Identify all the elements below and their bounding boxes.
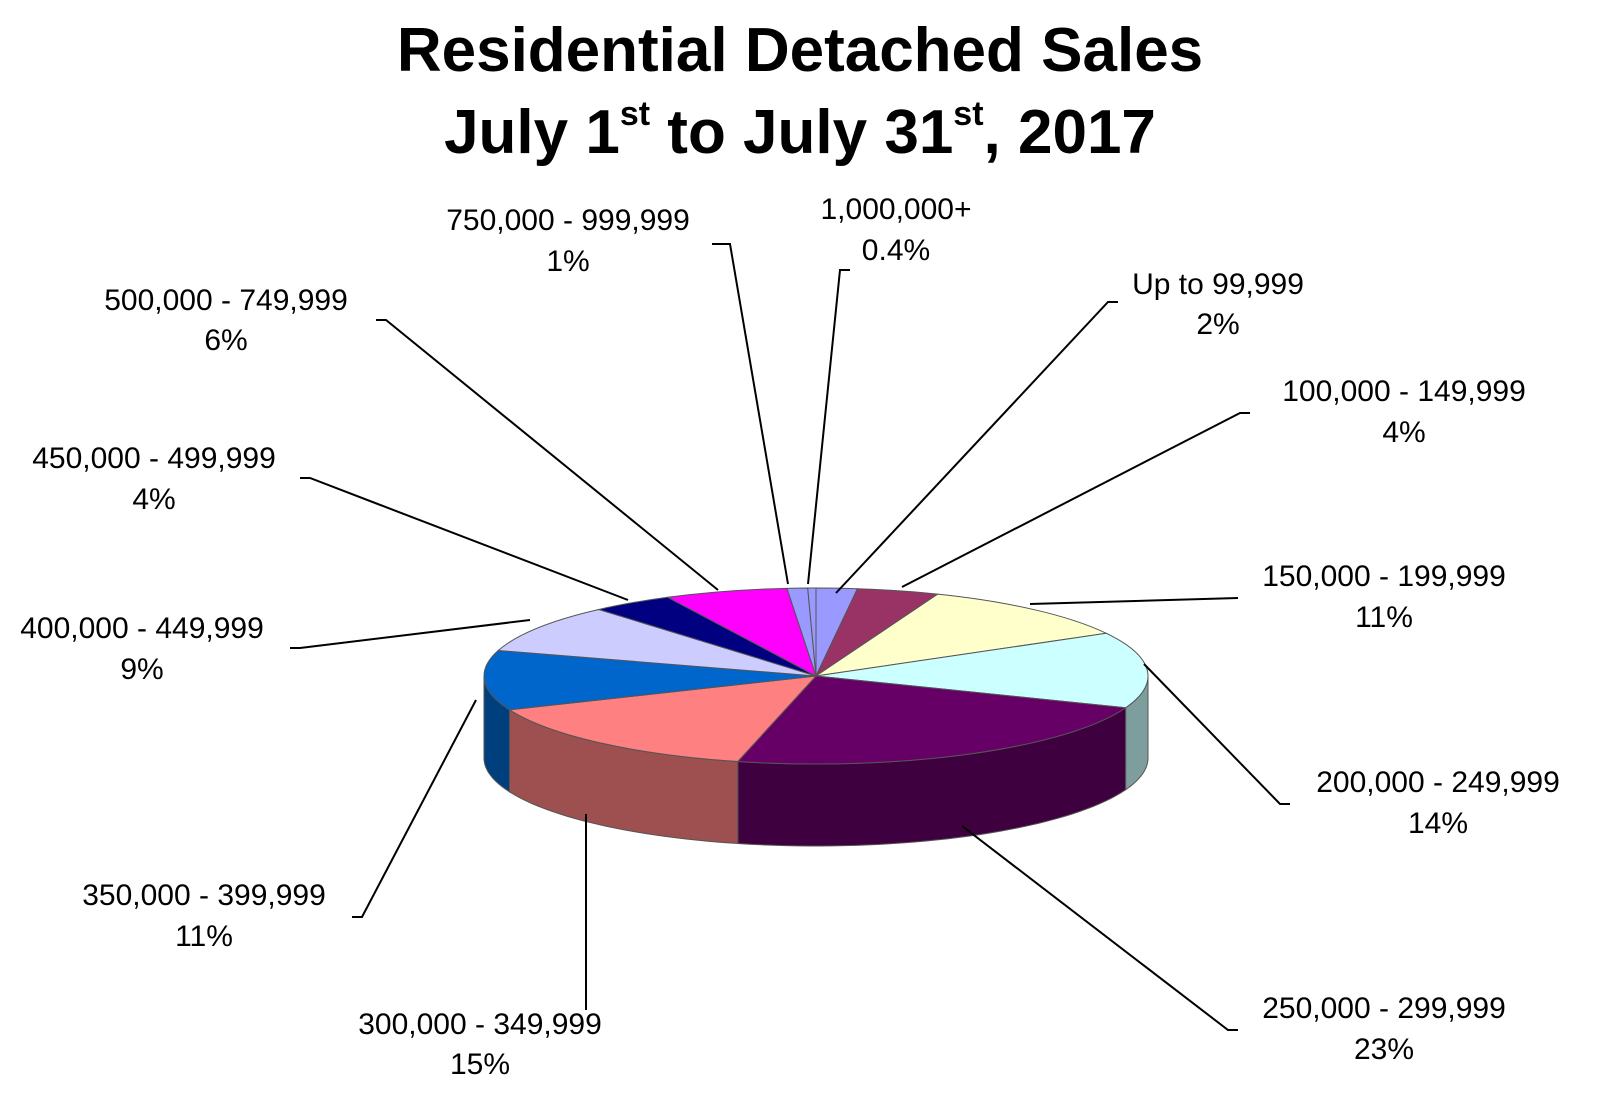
leader-line-5 (961, 825, 1238, 1031)
slice-value-label-8: 9% (120, 653, 163, 686)
pie-slice-7 (483, 649, 817, 711)
leader-line-8 (290, 619, 531, 649)
slice-value-label-2: 4% (1382, 416, 1425, 449)
slice-category-label-12: 1,000,000+ (821, 193, 972, 226)
leader-line-1 (835, 301, 1118, 594)
chart-title-line2: July 1st to July 31st, 2017 (0, 92, 1600, 174)
slice-labels: Up to 99,999 2% 100,000 - 149,999 4% 150,000… (20, 193, 1560, 1081)
pie-slice-4 (815, 632, 1149, 709)
title-date-end: to July 31 (650, 98, 954, 167)
slice-value-label-4: 14% (1408, 807, 1468, 840)
slice-category-label-3: 150,000 - 199,999 (1262, 560, 1506, 593)
leader-line-4 (1143, 663, 1290, 805)
pie-slice-8 (497, 608, 817, 677)
slice-category-label-10: 500,000 - 749,999 (104, 284, 348, 317)
title-year: , 2017 (983, 98, 1156, 167)
slice-value-label-11: 1% (546, 245, 589, 278)
slice-value-label-6: 15% (450, 1048, 510, 1081)
slice-category-label-6: 300,000 - 349,999 (358, 1008, 602, 1041)
leader-line-11 (712, 243, 789, 585)
slice-category-label-1: Up to 99,999 (1132, 268, 1304, 301)
leader-line-10 (376, 319, 719, 591)
chart-title: Residential Detached Sales July 1st to J… (0, 10, 1600, 174)
title-ordinal-1: st (619, 95, 651, 133)
chart-title-line1: Residential Detached Sales (396, 16, 1204, 85)
pie-slice-12 (807, 587, 817, 677)
slice-category-label-8: 400,000 - 449,999 (20, 612, 264, 645)
pie-slice-10 (666, 587, 817, 678)
slice-value-label-10: 6% (204, 324, 247, 357)
slice-category-label-4: 200,000 - 249,999 (1316, 766, 1560, 799)
slice-category-label-5: 250,000 - 299,999 (1262, 992, 1506, 1025)
slice-value-label-1: 2% (1196, 308, 1239, 341)
slice-value-label-12: 0.4% (862, 234, 930, 267)
slice-value-label-3: 11% (1355, 601, 1413, 634)
leader-line-3 (1029, 597, 1239, 605)
slice-category-label-9: 450,000 - 499,999 (32, 442, 276, 475)
leader-lines (290, 243, 1290, 1031)
leader-line-12 (807, 269, 850, 585)
pie-slice-6 (508, 675, 818, 763)
slice-value-label-5: 23% (1354, 1033, 1414, 1066)
leader-line-7 (352, 699, 477, 918)
pie-top-faces (483, 587, 1149, 765)
slice-value-label-7: 11% (175, 920, 233, 953)
slice-category-label-7: 350,000 - 399,999 (82, 879, 326, 912)
pie-slice-5 (736, 675, 1128, 765)
title-date-start: July 1 (444, 98, 620, 167)
leader-line-9 (300, 477, 629, 601)
title-ordinal-2: st (953, 95, 984, 133)
leader-line-2 (901, 412, 1250, 588)
pie-slice-3 (815, 593, 1108, 677)
slice-value-label-9: 4% (132, 483, 175, 516)
pie-side-walls (483, 675, 1149, 847)
slice-category-label-2: 100,000 - 149,999 (1282, 375, 1526, 408)
slice-category-label-11: 750,000 - 999,999 (446, 204, 690, 237)
